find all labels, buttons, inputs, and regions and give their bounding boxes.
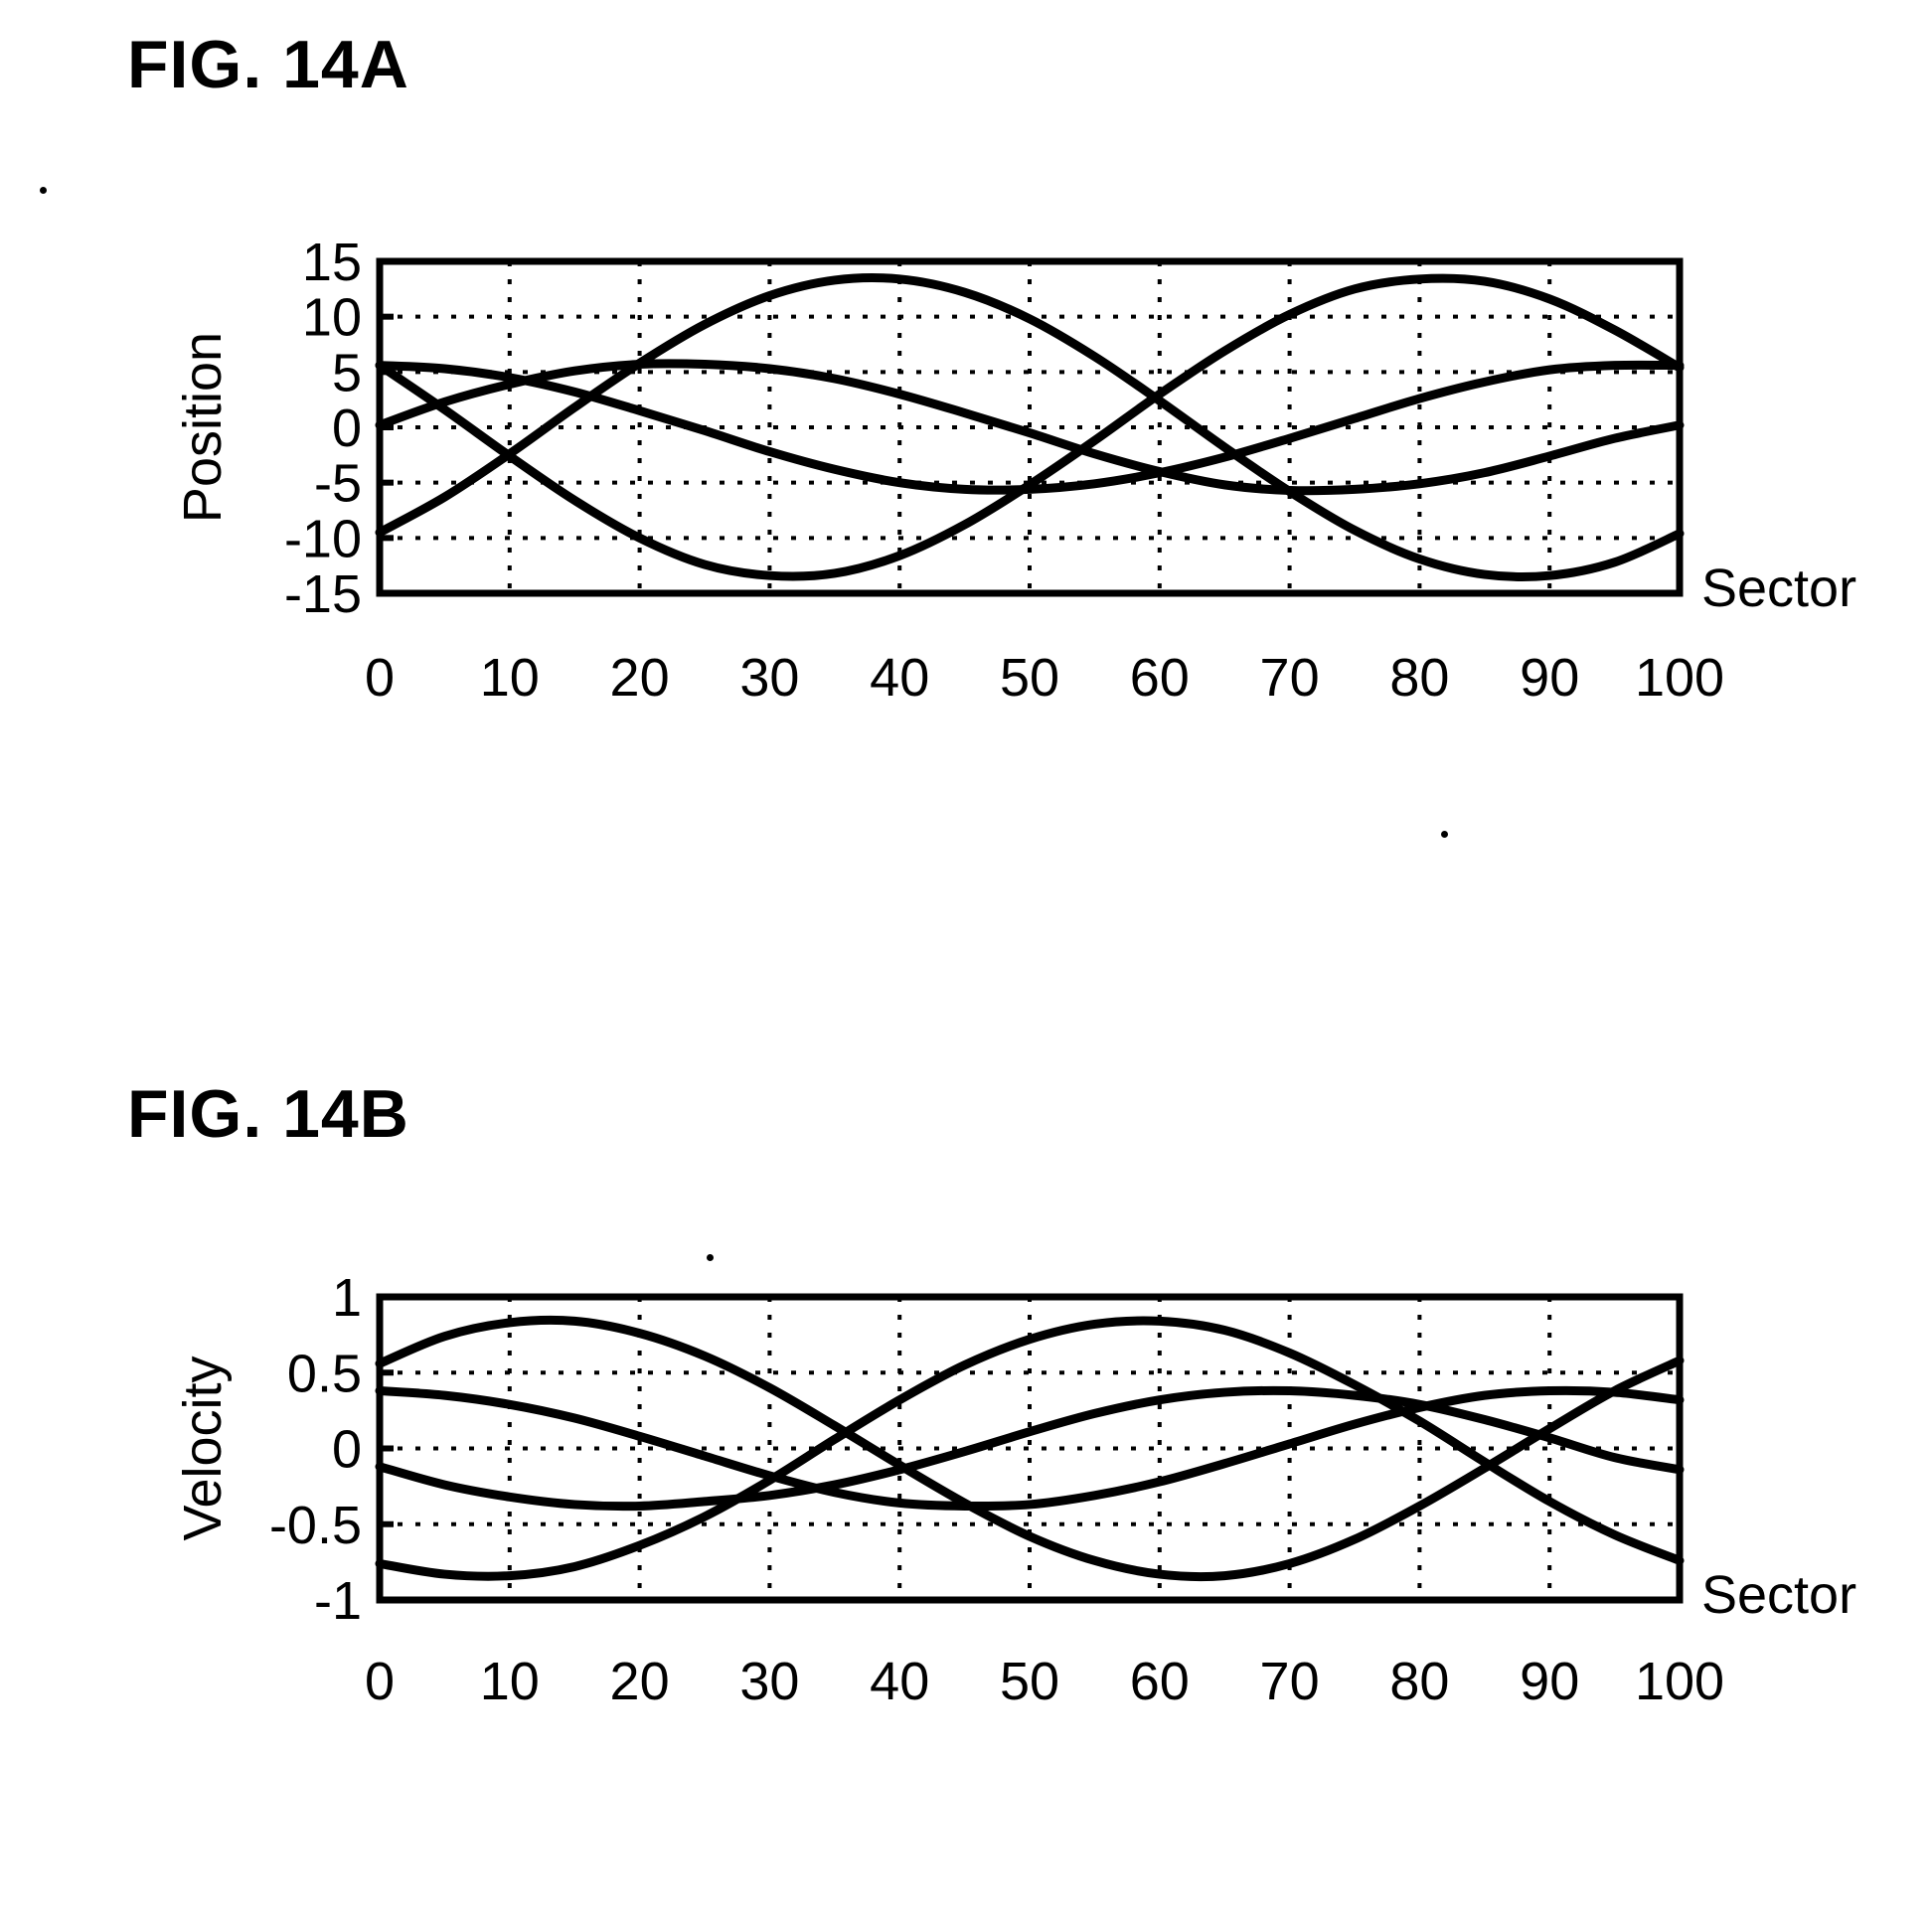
y-tick-label: 0.5 [287, 1344, 362, 1403]
x-tick-label: 80 [1389, 648, 1449, 708]
x-tick-label: 50 [1000, 648, 1059, 708]
y-tick-label: 0 [332, 399, 362, 458]
y-tick-label: 15 [302, 233, 362, 292]
x-axis-title: Sector [1701, 1565, 1856, 1625]
data-line-velocity-large-peak-early [380, 1320, 1680, 1576]
x-tick-label: 60 [1130, 648, 1190, 708]
y-tick-label: 1 [332, 1268, 362, 1328]
x-tick-label: 40 [870, 1652, 929, 1711]
velocity-chart: 10.50-0.5-10102030405060708090100Velocit… [0, 1242, 1932, 1858]
x-tick-label: 70 [1260, 1652, 1320, 1711]
x-axis-title: Sector [1701, 559, 1856, 618]
y-tick-label: -10 [284, 509, 362, 568]
data-series-group [380, 1320, 1680, 1576]
figure-a-caption: FIG. 14A [127, 26, 409, 103]
y-tick-label: -15 [284, 564, 362, 624]
x-tick-labels: 0 10 20 30 40 50 60 70 80 90 100 [365, 1652, 1724, 1711]
x-tick-label: 10 [480, 648, 540, 708]
stray-mark-icon [40, 187, 47, 194]
x-tick-label: 20 [610, 648, 670, 708]
figure-14b: 10.50-0.5-10102030405060708090100Velocit… [0, 1242, 1932, 1858]
y-tick-label: -5 [314, 454, 362, 514]
x-tick-label: 10 [480, 1652, 540, 1711]
x-tick-label: 90 [1520, 1652, 1579, 1711]
x-tick-label: 50 [1000, 1652, 1059, 1711]
y-tick-label: 5 [332, 343, 362, 402]
grid-lines [380, 261, 1680, 593]
x-tick-label: 100 [1635, 648, 1724, 708]
y-tick-label: -0.5 [269, 1496, 362, 1555]
y-tick-labels: 1 0.5 0 -0.5 -1 [269, 1268, 362, 1631]
figure-b-caption: FIG. 14B [127, 1075, 409, 1153]
y-axis-title: Velocity [173, 1356, 233, 1540]
x-tick-label: 100 [1635, 1652, 1724, 1711]
y-axis-title: Position [173, 332, 233, 523]
x-tick-label: 80 [1389, 1652, 1449, 1711]
x-tick-label: 20 [610, 1652, 670, 1711]
x-tick-label: 0 [365, 648, 395, 708]
figure-14a: 151050-5-10-150102030405060708090100Posi… [0, 229, 1932, 845]
x-tick-label: 70 [1260, 648, 1320, 708]
position-chart: 151050-5-10-150102030405060708090100Posi… [0, 229, 1932, 845]
y-tick-label: 10 [302, 288, 362, 348]
y-tick-label: 0 [332, 1420, 362, 1480]
x-tick-label: 0 [365, 1652, 395, 1711]
x-tick-label: 90 [1520, 648, 1579, 708]
x-tick-label: 30 [739, 648, 799, 708]
y-tick-labels: 151050-5-10-15 [284, 233, 362, 624]
y-tick-label: -1 [314, 1571, 362, 1631]
x-tick-labels: 0 10 20 30 40 50 60 70 80 90 100 [365, 648, 1724, 708]
x-tick-label: 40 [870, 648, 929, 708]
x-tick-label: 30 [739, 1652, 799, 1711]
x-tick-label: 60 [1130, 1652, 1190, 1711]
